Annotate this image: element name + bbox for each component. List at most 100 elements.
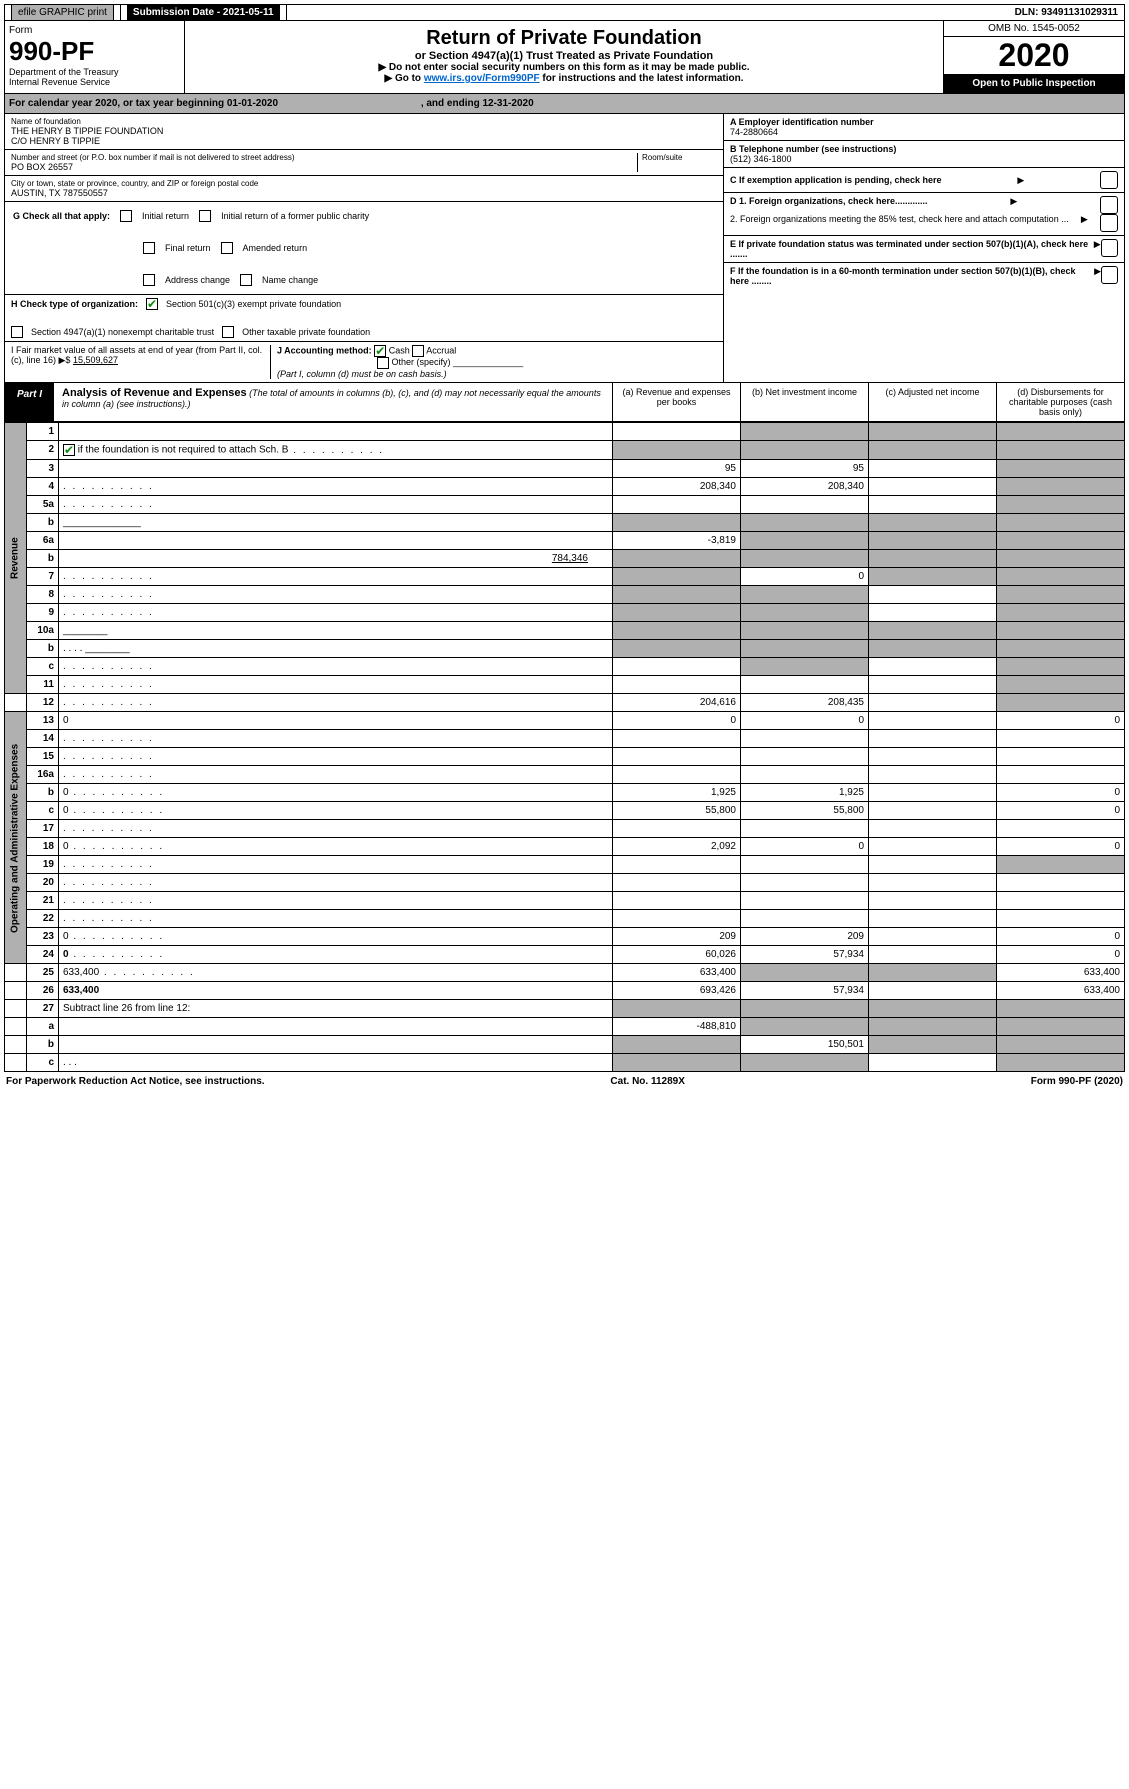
chk-amended[interactable] xyxy=(221,242,233,254)
table-row: 24060,02657,9340 xyxy=(5,946,1125,964)
table-row: 8 xyxy=(5,586,1125,604)
table-row: c055,80055,8000 xyxy=(5,802,1125,820)
note1: ▶ Do not enter social security numbers o… xyxy=(191,62,937,73)
address: PO BOX 26557 xyxy=(11,162,637,172)
j-o2: Accrual xyxy=(426,345,456,355)
e-label: E If private foundation status was termi… xyxy=(730,239,1094,259)
table-row: 16a xyxy=(5,766,1125,784)
table-row: c xyxy=(5,658,1125,676)
table-row: 10a ________ xyxy=(5,622,1125,640)
chk-other[interactable] xyxy=(377,357,389,369)
col-d-hdr: (d) Disbursements for charitable purpose… xyxy=(996,383,1124,421)
col-b-hdr: (b) Net investment income xyxy=(740,383,868,421)
table-row: b 784,346 xyxy=(5,550,1125,568)
dept-treasury: Department of the Treasury xyxy=(9,67,180,77)
table-row: 14 xyxy=(5,730,1125,748)
h-o1: Section 501(c)(3) exempt private foundat… xyxy=(166,299,341,309)
chk-initial-former[interactable] xyxy=(199,210,211,222)
chk-other-tax[interactable] xyxy=(222,326,234,338)
chk-501c3[interactable] xyxy=(146,298,158,310)
form-title: Return of Private Foundation xyxy=(191,27,937,50)
table-row: 6a-3,819 xyxy=(5,532,1125,550)
foundation-co: C/O HENRY B TIPPIE xyxy=(11,136,717,146)
top-bar: efile GRAPHIC print Submission Date - 20… xyxy=(4,4,1125,21)
h-label: H Check type of organization: xyxy=(11,299,138,309)
form-label: Form xyxy=(9,25,180,36)
info-section: Name of foundation THE HENRY B TIPPIE FO… xyxy=(4,114,1125,383)
name-label: Name of foundation xyxy=(11,117,717,126)
g-o5: Address change xyxy=(165,275,230,285)
chk-addr-change[interactable] xyxy=(143,274,155,286)
cal-year-end: , and ending 12-31-2020 xyxy=(421,98,534,109)
irs: Internal Revenue Service xyxy=(9,77,180,87)
i-value: 15,509,627 xyxy=(73,355,118,365)
table-row: b01,9251,9250 xyxy=(5,784,1125,802)
chk-name-change[interactable] xyxy=(240,274,252,286)
table-row: 15 xyxy=(5,748,1125,766)
f-label: F If the foundation is in a 60-month ter… xyxy=(730,266,1094,286)
irs-link[interactable]: www.irs.gov/Form990PF xyxy=(424,73,540,84)
table-row: 22 xyxy=(5,910,1125,928)
j-note: (Part I, column (d) must be on cash basi… xyxy=(277,369,447,379)
expenses-side: Operating and Administrative Expenses xyxy=(5,712,27,964)
chk-accrual[interactable] xyxy=(412,345,424,357)
chk-d1[interactable] xyxy=(1100,196,1118,214)
d1-label: D 1. Foreign organizations, check here..… xyxy=(730,196,928,214)
part1-title: Analysis of Revenue and Expenses xyxy=(62,387,247,399)
foundation-name: THE HENRY B TIPPIE FOUNDATION xyxy=(11,126,717,136)
chk-c[interactable] xyxy=(1100,171,1118,189)
table-row: 27Subtract line 26 from line 12: xyxy=(5,1000,1125,1018)
chk-initial[interactable] xyxy=(120,210,132,222)
d2-label: 2. Foreign organizations meeting the 85%… xyxy=(730,214,1069,232)
ein-val: 74-2880664 xyxy=(730,127,778,137)
table-row: 25633,400633,400633,400 xyxy=(5,964,1125,982)
table-row: 70 xyxy=(5,568,1125,586)
table-row: b ______________ xyxy=(5,514,1125,532)
cal-year-begin: For calendar year 2020, or tax year begi… xyxy=(9,98,278,109)
chk-cash[interactable] xyxy=(374,345,386,357)
form-header: Form 990-PF Department of the Treasury I… xyxy=(4,21,1125,94)
submission-date: Submission Date - 2021-05-11 xyxy=(127,5,280,20)
addr-label: Number and street (or P.O. box number if… xyxy=(11,153,637,162)
tax-year: 2020 xyxy=(944,37,1124,74)
chk-schb[interactable] xyxy=(63,444,75,456)
note2-pre: ▶ Go to xyxy=(384,73,423,84)
c-label: C If exemption application is pending, c… xyxy=(730,175,942,185)
dln: DLN: 93491131029311 xyxy=(1015,7,1118,18)
col-a-hdr: (a) Revenue and expenses per books xyxy=(612,383,740,421)
city-label: City or town, state or province, country… xyxy=(11,179,717,188)
chk-final[interactable] xyxy=(143,242,155,254)
j-o3: Other (specify) xyxy=(392,357,451,367)
omb-number: OMB No. 1545-0052 xyxy=(944,21,1124,37)
j-o1: Cash xyxy=(389,345,410,355)
efile-button[interactable]: efile GRAPHIC print xyxy=(11,4,114,21)
chk-e[interactable] xyxy=(1101,239,1118,257)
table-row: 26633,400693,42657,934633,400 xyxy=(5,982,1125,1000)
table-row: c . . . xyxy=(5,1054,1125,1072)
ein-label: A Employer identification number xyxy=(730,117,874,127)
chk-f[interactable] xyxy=(1101,266,1118,284)
table-row: 2 if the foundation is not required to a… xyxy=(5,441,1125,460)
h-o3: Other taxable private foundation xyxy=(242,327,370,337)
g-label: G Check all that apply: xyxy=(13,211,110,221)
g-o1: Initial return xyxy=(142,211,189,221)
h-o2: Section 4947(a)(1) nonexempt charitable … xyxy=(31,327,214,337)
table-row: 19 xyxy=(5,856,1125,874)
revenue-side: Revenue xyxy=(5,423,27,694)
chk-4947[interactable] xyxy=(11,326,23,338)
table-row: 20 xyxy=(5,874,1125,892)
form-subtitle: or Section 4947(a)(1) Trust Treated as P… xyxy=(191,50,937,62)
footer-mid: Cat. No. 11289X xyxy=(610,1076,684,1087)
calendar-year-row: For calendar year 2020, or tax year begi… xyxy=(4,94,1125,114)
note2-post: for instructions and the latest informat… xyxy=(540,73,744,84)
chk-d2[interactable] xyxy=(1100,214,1118,232)
table-row: 4208,340208,340 xyxy=(5,478,1125,496)
g-o2: Initial return of a former public charit… xyxy=(221,211,369,221)
open-public: Open to Public Inspection xyxy=(944,74,1124,93)
room-label: Room/suite xyxy=(642,153,717,162)
table-row: 1802,09200 xyxy=(5,838,1125,856)
g-o6: Name change xyxy=(262,275,318,285)
tel-val: (512) 346-1800 xyxy=(730,154,792,164)
g-o4: Amended return xyxy=(243,243,308,253)
part1-header: Part I Analysis of Revenue and Expenses … xyxy=(4,383,1125,422)
